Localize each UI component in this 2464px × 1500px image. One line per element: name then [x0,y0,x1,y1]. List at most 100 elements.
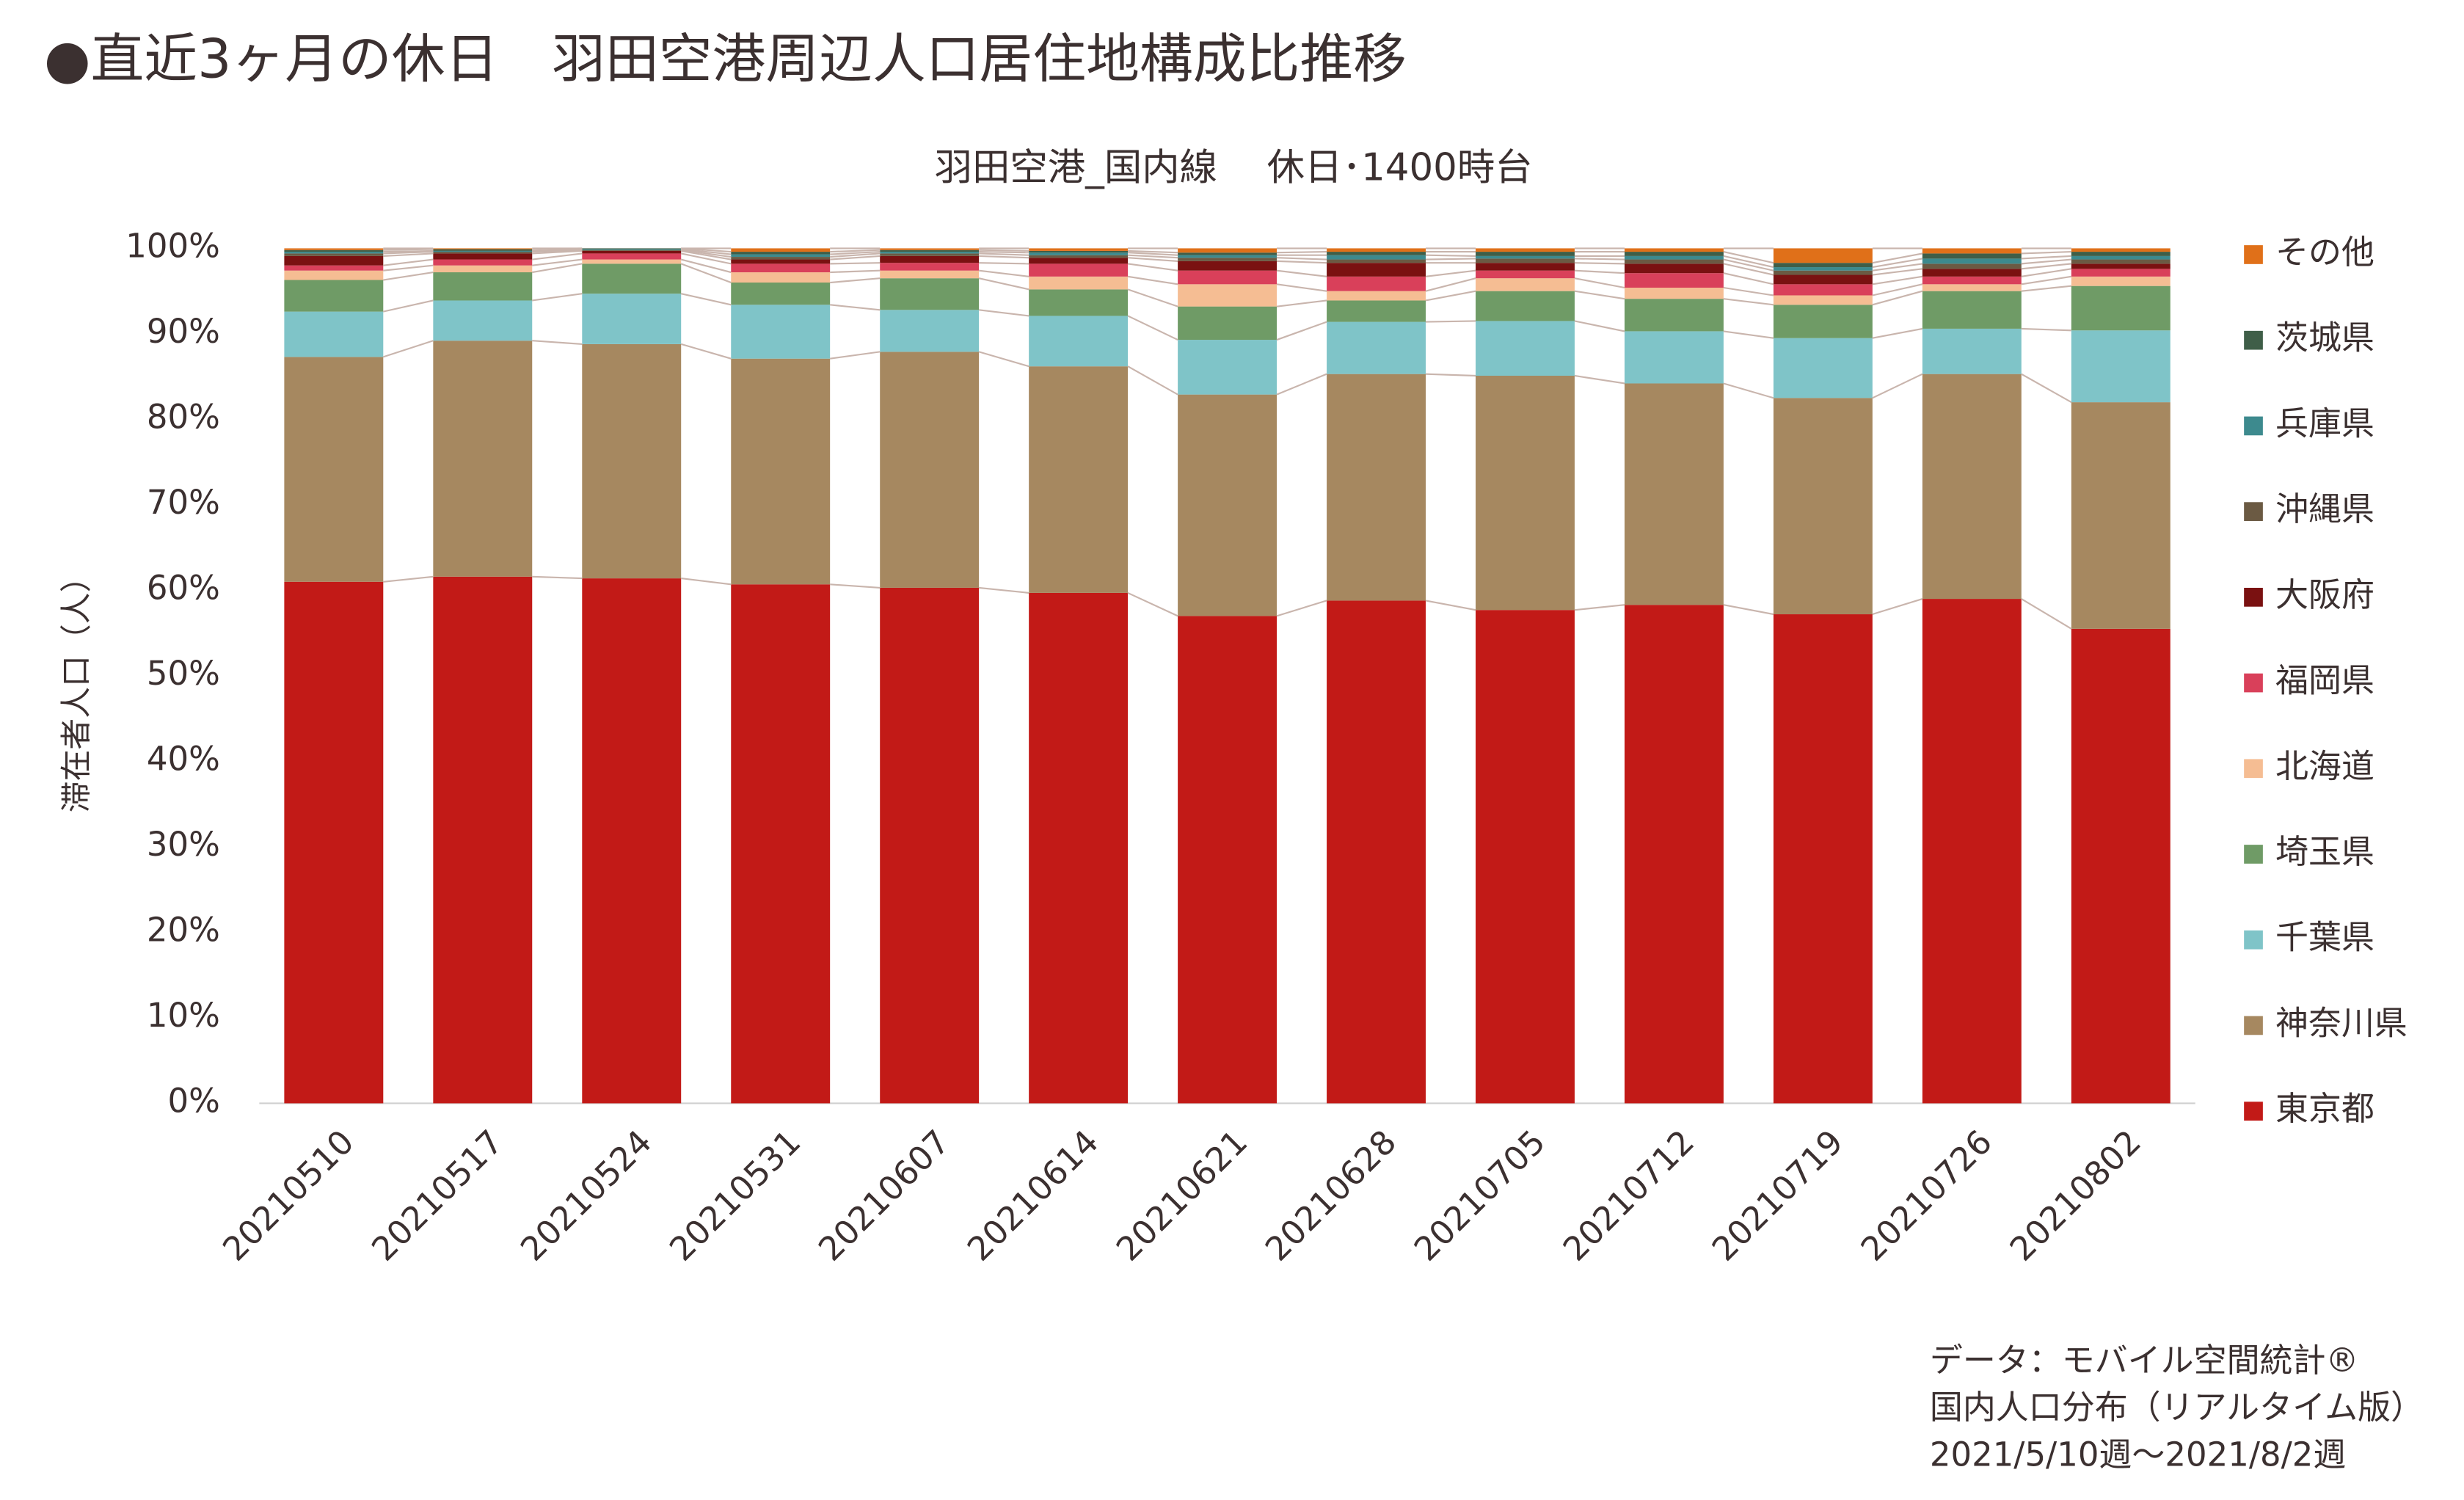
series-line [383,271,434,281]
bar-segment [1773,398,1873,615]
bar-segment [731,272,831,283]
bar-segment [1624,255,1724,260]
bar-segment [1327,321,1426,374]
bar-segment [582,253,682,260]
bar-segment [1029,289,1129,316]
legend-label: 北海道 [2275,746,2374,785]
bar-segment [433,576,533,1104]
series-line [2021,275,2072,285]
series-line [1723,263,1774,276]
series-line [1425,600,1476,611]
bar-segment [1029,255,1129,258]
bar-segment [1476,258,1575,263]
bar-segment [1922,248,2022,254]
chart-title: ●直近3ヶ月の休日 羽田空港周辺人口居住地構成比推移 [44,29,1407,91]
series-line [830,255,881,261]
bar-segment [284,248,384,250]
bar-segment [1922,599,2022,1104]
legend-label: その他 [2275,233,2374,272]
legend-label: 沖縄県 [2275,489,2374,528]
bar-segment [1327,600,1426,1104]
series-line [1128,257,1178,262]
bar-segment [1922,258,2022,264]
series-line [1127,288,1178,307]
series-line [382,340,434,358]
series-line [383,250,434,253]
bar-segment [582,250,682,251]
bar-segment [1773,614,1873,1104]
bar-segment [1773,295,1873,305]
bar-segment [582,343,682,579]
series-line [1574,374,1625,385]
bar-segment [1178,340,1277,395]
bar-segment [2071,402,2170,629]
bar-segment [1178,255,1277,258]
bar-segment [731,283,831,305]
series-line [1872,290,1923,306]
legend-swatch [2244,673,2263,693]
series-line [2021,255,2071,260]
series-line [1276,373,1327,396]
bar-segment [1624,248,1724,252]
series-line [979,255,1029,259]
legend-label: 福岡県 [2275,661,2374,700]
y-tick-label: 100% [125,226,220,265]
y-tick-label: 40% [147,739,220,778]
series-line [1276,283,1327,292]
legend-label: 東京都 [2275,1089,2374,1128]
series-line [1872,268,1923,276]
bar-segment [2071,255,2170,260]
series-line [1574,290,1625,300]
series-line [532,252,583,261]
series-line [2021,327,2071,332]
bar-segment [284,255,384,266]
bar-segment [1624,605,1724,1104]
bar-segment [1029,250,1129,253]
bar-segment [731,257,831,260]
x-tick-label: 20210531 [662,1122,808,1268]
bar-segment [1922,374,2022,600]
series-line [1723,251,1774,264]
x-tick-label: 20210621 [1109,1122,1255,1268]
bar-segment [1029,258,1129,264]
bar-segment [880,270,980,279]
legend-swatch [2244,845,2263,864]
series-line [830,252,881,258]
series-line [1127,365,1178,396]
y-tick-label: 20% [147,910,220,949]
series-line [532,575,583,580]
x-tick-label: 20210802 [2002,1122,2148,1268]
y-tick-label: 90% [147,312,220,351]
bar-segment [1773,248,1873,263]
legend-swatch [2244,330,2263,350]
bar-segment [1029,252,1129,255]
legend-swatch [2244,587,2263,607]
legend-swatch [2244,502,2263,521]
bar-segment [1327,252,1426,255]
chart-subtitle: 羽田空港_国内線 休日･1400時台 [935,145,1533,189]
series-line [1127,315,1178,341]
series-line [1723,258,1774,272]
bar-segment [433,341,533,577]
bar-segment [1476,375,1575,611]
bar-segment [2071,259,2170,264]
bar-segment [880,253,980,256]
series-line [1276,269,1327,277]
bar-segment [1624,383,1724,605]
bar-segment [284,270,384,280]
series-line [1425,290,1476,302]
bar-segment [1922,276,2022,285]
legend-label: 埼玉県 [2275,832,2374,871]
series-line [978,309,1029,317]
x-tick-label: 20210726 [1854,1122,2000,1268]
series-line [1872,373,1923,399]
series-line [383,264,434,272]
bar-segment [1029,316,1129,367]
bar-segment [1773,267,1873,271]
bar-segment [1773,263,1873,268]
series-line [532,293,583,302]
bar-segment [880,352,980,588]
series-line [1723,382,1774,399]
bar-segment [1178,284,1277,307]
bar-segment [2071,252,2170,256]
